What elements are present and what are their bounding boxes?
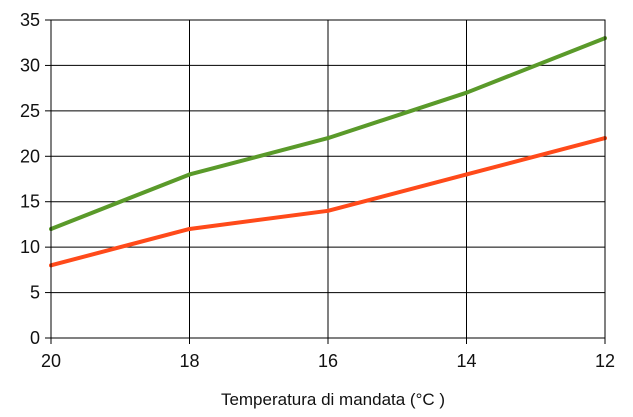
x-axis-title: Temperatura di mandata (°C )	[221, 390, 445, 409]
x-tick-label: 20	[41, 351, 61, 371]
y-tick-label: 10	[20, 237, 40, 257]
y-tick-label: 15	[20, 192, 40, 212]
x-axis: 20 18 16 14 12	[41, 338, 615, 371]
y-tick-label: 30	[20, 55, 40, 75]
data-point	[326, 208, 330, 213]
x-tick-label: 14	[456, 351, 476, 371]
y-tick-label: 25	[20, 101, 40, 121]
x-tick-label: 16	[318, 351, 338, 371]
y-tick-label: 20	[20, 146, 40, 166]
y-tick-label: 35	[20, 10, 40, 30]
y-axis: 0 5 10 15 20 25 30 35	[20, 10, 51, 348]
series-group	[49, 36, 607, 268]
data-point	[326, 136, 330, 141]
data-point	[464, 172, 469, 177]
data-point	[464, 90, 469, 95]
x-tick-label: 12	[595, 351, 615, 371]
data-point	[187, 226, 192, 231]
data-point	[187, 172, 192, 177]
y-tick-label: 0	[30, 328, 40, 348]
y-tick-label: 5	[30, 283, 40, 303]
x-tick-label: 18	[179, 351, 199, 371]
grid	[50, 19, 606, 339]
